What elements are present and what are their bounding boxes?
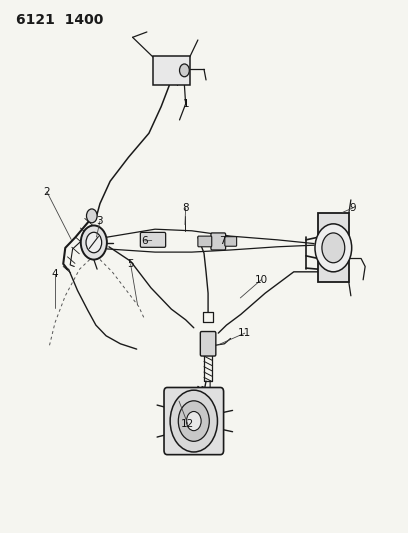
Text: 9: 9 — [350, 203, 356, 213]
FancyBboxPatch shape — [200, 332, 216, 356]
Text: 2: 2 — [44, 187, 50, 197]
FancyBboxPatch shape — [140, 232, 166, 247]
Text: 1: 1 — [182, 99, 189, 109]
FancyBboxPatch shape — [318, 213, 349, 282]
Text: 11: 11 — [238, 328, 251, 338]
FancyBboxPatch shape — [225, 237, 237, 246]
Text: 12: 12 — [181, 419, 194, 429]
Circle shape — [81, 225, 107, 260]
Text: 4: 4 — [52, 270, 58, 279]
Circle shape — [178, 401, 209, 441]
Circle shape — [86, 232, 102, 253]
Circle shape — [186, 411, 201, 431]
Text: 10: 10 — [255, 275, 268, 285]
FancyBboxPatch shape — [198, 236, 212, 247]
FancyBboxPatch shape — [153, 56, 190, 85]
Circle shape — [315, 224, 352, 272]
Circle shape — [180, 64, 189, 77]
Circle shape — [322, 233, 345, 263]
FancyBboxPatch shape — [211, 233, 226, 250]
Text: 6121  1400: 6121 1400 — [16, 13, 104, 27]
Text: 8: 8 — [182, 203, 189, 213]
Circle shape — [170, 390, 217, 452]
Text: 6: 6 — [142, 236, 148, 246]
Text: 7: 7 — [219, 236, 226, 246]
Text: 3: 3 — [97, 216, 103, 226]
FancyBboxPatch shape — [164, 387, 224, 455]
Circle shape — [86, 209, 97, 223]
Text: 5: 5 — [127, 259, 134, 269]
